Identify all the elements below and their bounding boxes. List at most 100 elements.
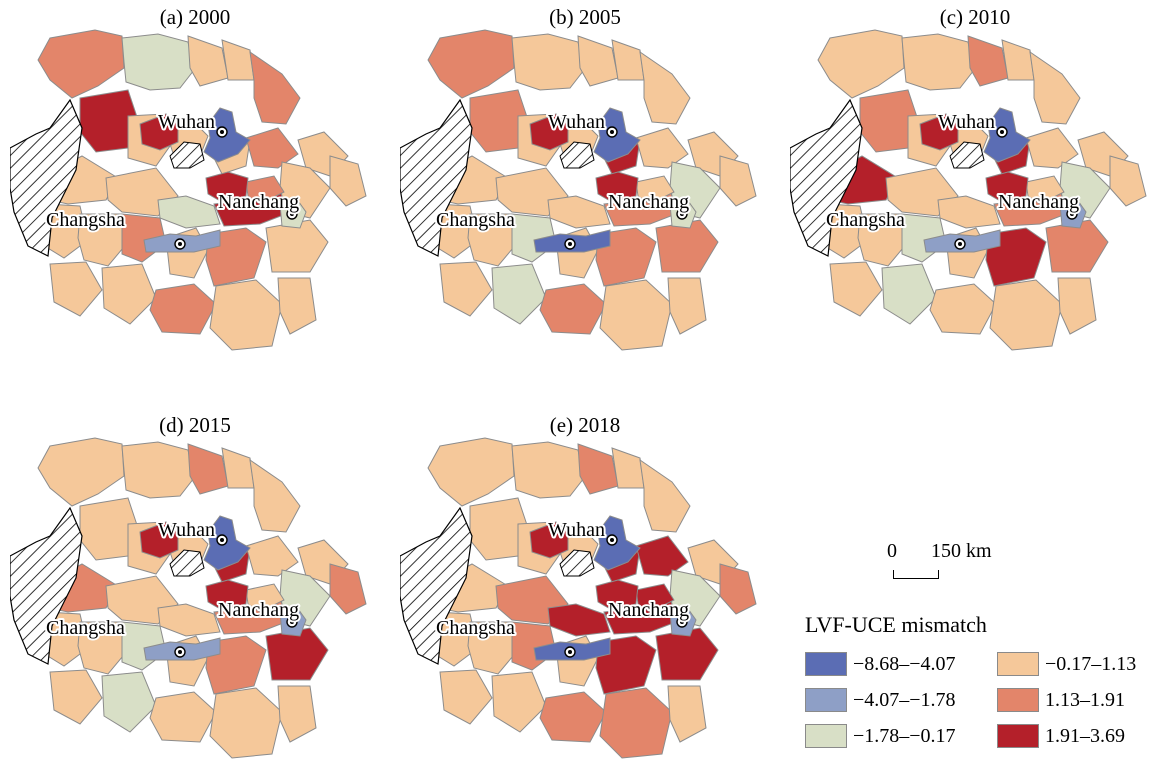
city-label-changsha: Changsha [46, 209, 125, 231]
capital-city-dot [680, 620, 684, 624]
panel-title: (c) 2010 [939, 5, 1011, 29]
prefecture-region [1025, 175, 1065, 205]
scale-bar: 0 150 km [885, 540, 1005, 580]
legend-swatch [997, 652, 1039, 676]
capital-city-dot [220, 538, 224, 542]
legend-label: −8.68–−4.07 [853, 652, 956, 675]
prefecture-region [245, 535, 299, 577]
prefecture-region [937, 195, 1001, 229]
no-data-hatched-area [400, 98, 473, 257]
city-label-wuhan: Wuhan [158, 519, 215, 541]
prefecture-region [1029, 50, 1081, 125]
legend-item: −1.78–−0.17 [805, 724, 956, 748]
prefecture-region [221, 447, 255, 489]
prefecture-region [1001, 39, 1035, 81]
prefecture-region [639, 50, 691, 125]
prefecture-region [249, 50, 301, 125]
prefecture-region [635, 127, 689, 169]
prefecture-region [427, 437, 515, 507]
prefecture-region [635, 535, 689, 577]
wuhan-region [529, 113, 569, 151]
prefecture-region [245, 127, 299, 169]
prefecture-region [157, 195, 221, 229]
prefecture-region [277, 277, 317, 335]
prefecture-region [37, 437, 125, 507]
prefecture-region [929, 283, 997, 335]
capital-city-dot [178, 650, 182, 654]
prefecture-region [719, 155, 757, 207]
legend-label: −4.07–−1.78 [853, 688, 956, 711]
legend-swatch [805, 688, 847, 712]
capital-city-dot [610, 538, 614, 542]
legend-item: 1.13–1.91 [997, 688, 1125, 712]
city-label-nanchang: Nanchang [218, 191, 299, 213]
legend-item: −8.68–−4.07 [805, 652, 956, 676]
legend-item: −0.17–1.13 [997, 652, 1136, 676]
prefecture-region [547, 195, 611, 229]
prefecture-region [511, 441, 585, 499]
wuhan-capital-region [983, 107, 1031, 163]
map-2018: Wuhan Nanchang Changsha [400, 437, 757, 759]
prefecture-region [49, 261, 103, 317]
capital-city-dot [220, 130, 224, 134]
map-2005: Wuhan Nanchang Changsha [400, 29, 757, 351]
wuhan-region [919, 113, 959, 151]
prefecture-region [599, 279, 673, 351]
prefecture-region [187, 35, 229, 87]
prefecture-region [209, 687, 283, 759]
prefecture-region [539, 691, 607, 743]
legend-title: LVF-UCE mismatch [805, 612, 987, 637]
map-panel-2015: (d) 2015 Wuhan Nanchang Changsha [10, 412, 380, 762]
city-label-wuhan: Wuhan [158, 111, 215, 133]
map-panel-2005: (b) 2005 Wuhan Nanchang Changsha [400, 4, 770, 354]
legend-item: −4.07–−1.78 [805, 688, 956, 712]
wuhan-capital-region [203, 107, 251, 163]
nanchang-region [205, 579, 249, 611]
city-label-nanchang: Nanchang [608, 599, 689, 621]
legend-swatch [997, 724, 1039, 748]
prefecture-region [599, 687, 673, 759]
prefecture-region [1057, 277, 1097, 335]
capital-city-dot [1000, 130, 1004, 134]
prefecture-region [635, 175, 675, 205]
capital-city-dot [568, 242, 572, 246]
prefecture-region [639, 458, 691, 533]
prefecture-region [439, 261, 493, 317]
wuhan-capital-region [593, 107, 641, 163]
map-2015: Wuhan Nanchang Changsha [10, 437, 367, 759]
prefecture-region [1109, 155, 1147, 207]
map-panel-2010: (c) 2010 Wuhan Nanchang Changsha [790, 4, 1160, 354]
prefecture-region [249, 458, 301, 533]
panel-title: (d) 2015 [159, 413, 231, 437]
prefecture-region [967, 35, 1009, 87]
prefecture-region [439, 669, 493, 725]
prefecture-region [121, 441, 195, 499]
panel-title: (e) 2018 [549, 413, 621, 437]
prefecture-region [427, 29, 515, 99]
prefecture-region [547, 603, 611, 637]
nanchang-region [985, 171, 1029, 203]
map-2000: Wuhan Nanchang Changsha [10, 29, 367, 351]
legend-label: 1.13–1.91 [1045, 688, 1125, 711]
prefecture-region [667, 685, 707, 743]
no-data-hatched-area [400, 506, 473, 665]
legend-swatch [997, 688, 1039, 712]
legend-item: 1.91–3.69 [997, 724, 1125, 748]
panel-title: (b) 2005 [549, 5, 621, 29]
prefecture-region [101, 671, 157, 733]
capital-city-dot [568, 650, 572, 654]
scale-zero-label: 0 [887, 540, 897, 562]
city-label-nanchang: Nanchang [608, 191, 689, 213]
prefecture-region [881, 263, 937, 325]
prefecture-region [37, 29, 125, 99]
city-label-wuhan: Wuhan [938, 111, 995, 133]
prefecture-region [577, 443, 619, 495]
no-data-hatched-area [169, 549, 205, 577]
no-data-hatched-area [559, 549, 595, 577]
city-label-changsha: Changsha [436, 209, 515, 231]
legend-swatch [805, 724, 847, 748]
wuhan-region [139, 521, 179, 559]
city-label-changsha: Changsha [436, 617, 515, 639]
nanchang-region [595, 171, 639, 203]
prefecture-region [157, 603, 221, 637]
